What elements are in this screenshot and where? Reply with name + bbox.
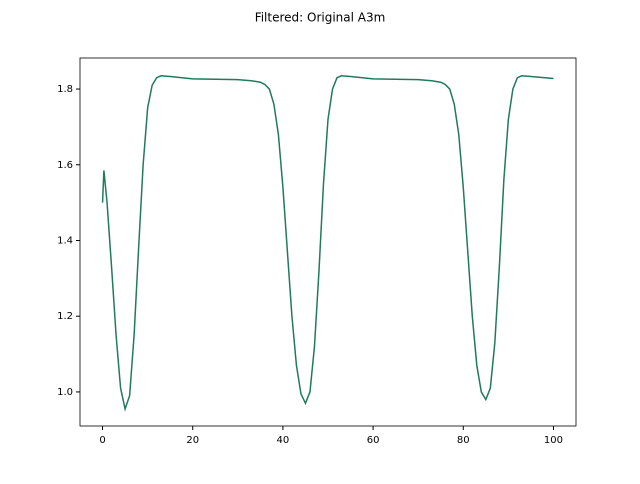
y-tick-label: 1.6 bbox=[57, 160, 73, 171]
x-tick-label: 60 bbox=[367, 435, 380, 446]
y-tick-label: 1.8 bbox=[57, 84, 73, 95]
y-tick-label: 1.2 bbox=[57, 311, 73, 322]
data-line bbox=[101, 75, 554, 412]
y-tick-label: 1.4 bbox=[57, 235, 73, 246]
x-tick-label: 80 bbox=[457, 435, 470, 446]
y-tick-label: 1.0 bbox=[57, 387, 73, 398]
x-tick-label: 0 bbox=[99, 435, 105, 446]
x-tick-label: 100 bbox=[544, 435, 563, 446]
axes-frame bbox=[79, 57, 577, 427]
x-tick-label: 20 bbox=[186, 435, 199, 446]
x-tick-label: 40 bbox=[277, 435, 290, 446]
chart-title: Filtered: Original A3m bbox=[255, 11, 386, 25]
